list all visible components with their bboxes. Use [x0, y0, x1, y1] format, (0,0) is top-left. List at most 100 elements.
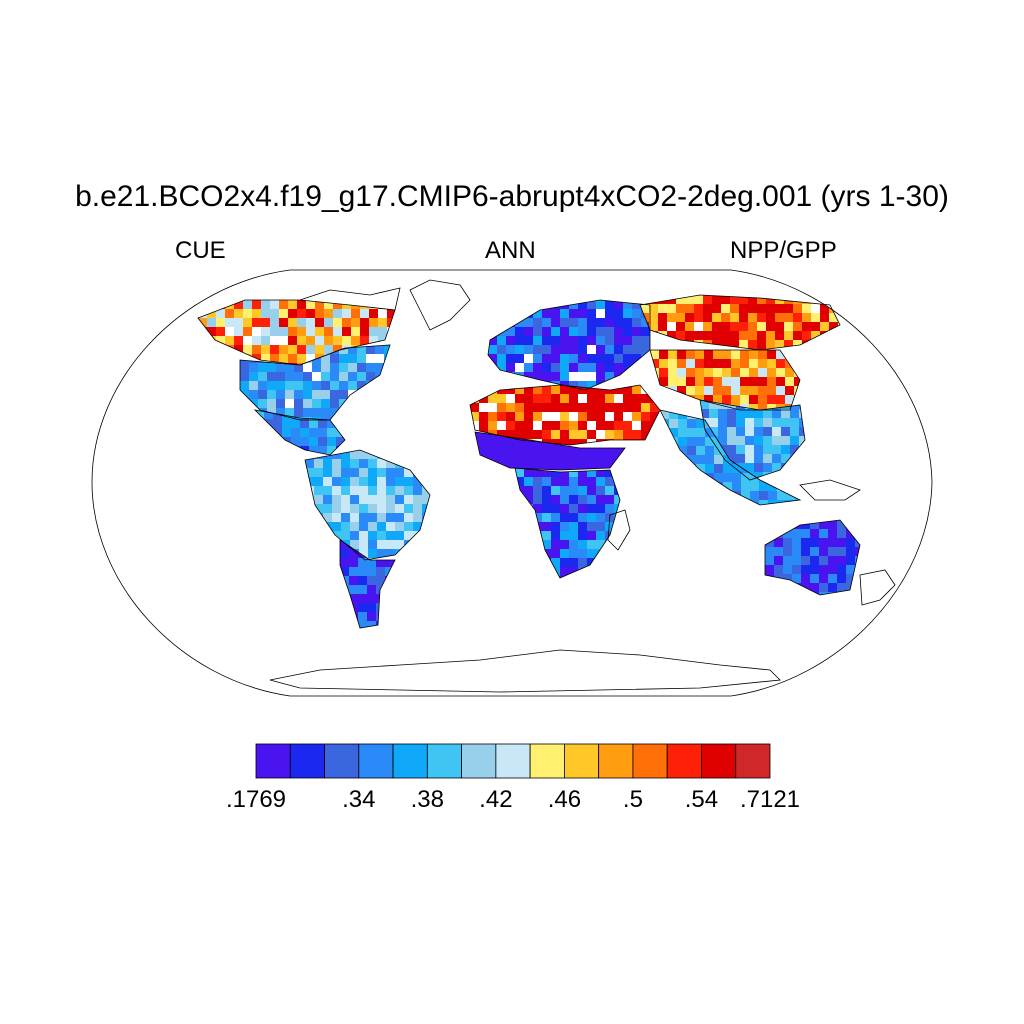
grid-cell — [819, 565, 829, 575]
grid-cell — [659, 394, 660, 404]
grid-cell — [330, 390, 340, 400]
grid-cell — [587, 345, 597, 355]
grid-cell — [520, 441, 530, 451]
grid-cell — [377, 495, 387, 505]
grid-cell — [587, 421, 597, 431]
colorbar-tick-label: .42 — [479, 786, 513, 813]
grid-cell — [270, 336, 280, 346]
grid-cell — [303, 372, 313, 382]
grid-cell — [285, 372, 295, 382]
grid-cell — [759, 491, 769, 501]
grid-cell — [413, 450, 423, 460]
grid-cell — [786, 464, 796, 474]
grid-cell — [754, 427, 764, 437]
grid-cell — [650, 359, 660, 369]
grid-cell — [846, 565, 856, 575]
grid-cell — [207, 318, 217, 328]
grid-cell — [376, 603, 386, 613]
grid-cell — [794, 350, 800, 360]
grid-cell — [713, 377, 723, 387]
colorbar-swatch — [358, 743, 394, 779]
grid-cell — [792, 583, 802, 593]
grid-cell — [678, 428, 688, 438]
grid-cell — [342, 309, 352, 319]
grid-cell — [323, 459, 333, 469]
grid-cell — [736, 445, 746, 455]
grid-cell — [413, 558, 423, 560]
grid-cell — [288, 300, 298, 310]
grid-cell — [802, 331, 812, 341]
grid-cell — [502, 468, 512, 470]
grid-cell — [596, 354, 606, 364]
grid-cell — [533, 430, 543, 440]
grid-cell — [605, 381, 615, 390]
grid-cell — [323, 468, 333, 478]
grid-cell — [763, 472, 773, 480]
grid-cell — [754, 472, 764, 480]
grid-cell — [596, 576, 606, 578]
grid-cell — [795, 464, 800, 474]
grid-cell — [551, 345, 561, 355]
grid-cell — [542, 522, 552, 532]
grid-cell — [650, 439, 660, 445]
grid-cell — [216, 327, 226, 337]
grid-cell — [285, 390, 295, 400]
grid-cell — [386, 450, 396, 460]
grid-cell — [669, 464, 679, 474]
grid-cell — [765, 565, 775, 575]
grid-cell — [350, 477, 360, 487]
grid-cell — [660, 491, 670, 501]
grid-cell — [350, 540, 360, 550]
grid-cell — [422, 549, 430, 559]
grid-cell — [745, 454, 755, 464]
grid-cell — [488, 372, 498, 382]
grid-cell — [547, 441, 557, 451]
grid-cell — [587, 354, 597, 364]
grid-cell — [696, 482, 706, 492]
grid-cell — [225, 309, 235, 319]
grid-cell — [777, 473, 787, 483]
grid-cell — [309, 437, 319, 447]
colorbar-swatch — [598, 743, 634, 779]
colorbar-tick-label: .5 — [622, 786, 643, 813]
grid-cell — [792, 565, 802, 575]
grid-cell — [792, 556, 802, 566]
grid-cell — [333, 327, 343, 337]
grid-cell — [783, 574, 793, 584]
grid-cell — [315, 345, 325, 355]
grid-cell — [641, 327, 650, 337]
grid-cell — [404, 549, 414, 559]
grid-cell — [502, 459, 512, 469]
grid-cell — [348, 345, 358, 355]
grid-cell — [745, 463, 755, 473]
grid-cell — [515, 421, 525, 431]
grid-cell — [801, 538, 811, 548]
grid-cell — [524, 549, 534, 559]
grid-cell — [551, 439, 561, 445]
grid-cell — [619, 459, 625, 469]
grid-cell — [359, 468, 369, 478]
grid-cell — [705, 446, 715, 456]
grid-cell — [766, 340, 776, 350]
grid-cell — [339, 381, 349, 391]
grid-cell — [234, 327, 244, 337]
grid-cell — [640, 304, 650, 314]
grid-cell — [793, 331, 803, 341]
grid-cell — [385, 567, 395, 577]
grid-cell — [696, 446, 706, 456]
grid-cell — [757, 340, 767, 350]
grid-cell — [587, 403, 597, 413]
grid-cell — [772, 436, 782, 446]
grid-cell — [243, 336, 253, 346]
grid-cell — [801, 529, 811, 539]
grid-cell — [270, 354, 280, 364]
grid-cell — [294, 390, 304, 400]
grid-cell — [306, 345, 316, 355]
grid-cell — [649, 340, 659, 350]
grid-cell — [731, 368, 741, 378]
grid-cell — [767, 377, 777, 387]
grid-cell — [783, 583, 793, 593]
grid-cell — [216, 354, 226, 364]
grid-cell — [276, 372, 286, 382]
grid-cell — [350, 486, 360, 496]
